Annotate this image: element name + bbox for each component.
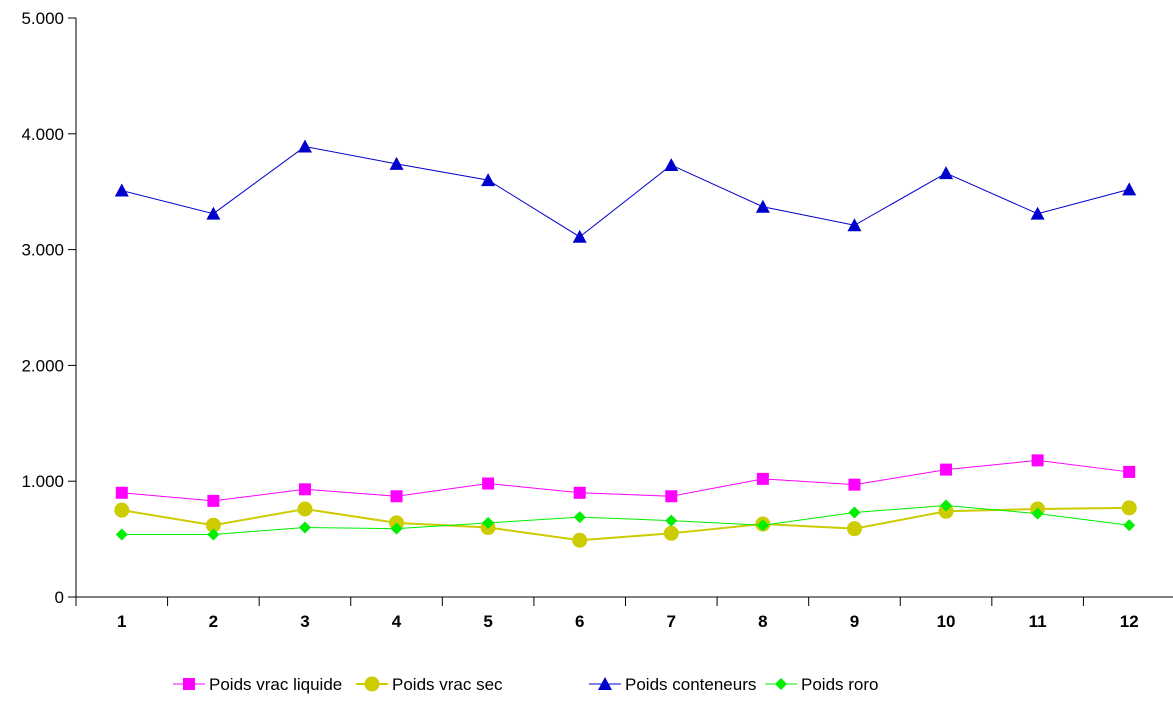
data-point: [1031, 507, 1044, 520]
x-tick-label: 12: [1120, 612, 1139, 631]
data-point: [846, 521, 862, 537]
legend: Poids vrac liquide Poids vrac sec Poids co…: [173, 675, 878, 694]
series-line: [121, 459, 1130, 502]
legend-label: Poids vrac sec: [392, 675, 503, 694]
x-tick-label: 4: [392, 612, 402, 631]
y-tick-label: 1.000: [21, 472, 64, 491]
legend-item: Poids vrac sec: [356, 675, 503, 694]
data-point: [573, 486, 586, 499]
data-point: [207, 528, 220, 541]
data-point: [482, 516, 495, 529]
x-tick-label: 7: [667, 612, 676, 631]
x-tick-label: 3: [300, 612, 309, 631]
data-point: [939, 166, 954, 180]
series-square: [115, 454, 1136, 507]
data-point: [115, 528, 128, 541]
data-point: [756, 472, 769, 485]
legend-marker: [364, 676, 380, 692]
data-point: [1121, 500, 1137, 516]
data-point: [205, 517, 221, 533]
legend-marker: [183, 678, 195, 690]
legend-marker: [775, 678, 787, 690]
legend-marker: [598, 677, 612, 690]
data-point: [298, 521, 311, 534]
data-point: [1030, 206, 1045, 220]
data-point: [298, 483, 311, 496]
x-tick-label: 6: [575, 612, 584, 631]
data-point: [1122, 182, 1137, 196]
series-diamond: [115, 499, 1136, 541]
y-tick-label: 2.000: [21, 356, 64, 375]
legend-label: Poids roro: [801, 675, 878, 694]
data-point: [940, 499, 953, 512]
data-point: [664, 158, 679, 172]
x-tick-label: 10: [937, 612, 956, 631]
data-point: [114, 502, 130, 518]
data-point: [297, 501, 313, 517]
data-point: [390, 490, 403, 503]
data-point: [847, 218, 862, 232]
data-point: [297, 139, 312, 153]
data-point: [115, 486, 128, 499]
data-point: [390, 522, 403, 535]
x-tick-label: 11: [1029, 612, 1047, 631]
data-point: [1031, 454, 1044, 467]
y-tick-label: 3.000: [21, 241, 64, 260]
data-point: [1123, 465, 1136, 478]
data-point: [665, 514, 678, 527]
y-tick-label: 5.000: [21, 9, 64, 28]
data-point: [848, 506, 861, 519]
legend-item: Poids roro: [765, 675, 878, 694]
data-point: [114, 183, 129, 197]
series-circle: [114, 500, 1137, 548]
legend-label: Poids conteneurs: [625, 675, 756, 694]
series-line: [121, 506, 1130, 542]
data-point: [572, 229, 587, 243]
y-tick-label: 4.000: [21, 125, 64, 144]
y-tick-label: 0: [55, 588, 64, 607]
legend-item: Poids vrac liquide: [173, 675, 342, 694]
data-point: [389, 156, 404, 170]
data-point: [848, 478, 861, 491]
x-tick-label: 5: [483, 612, 492, 631]
data-point: [573, 511, 586, 524]
x-tick-label: 8: [758, 612, 767, 631]
legend-label: Poids vrac liquide: [209, 675, 342, 694]
series-triangle: [114, 139, 1137, 243]
series-line: [121, 505, 1130, 535]
legend-item: Poids conteneurs: [589, 675, 756, 694]
series-layer: [114, 139, 1137, 548]
series-line: [121, 146, 1130, 238]
x-tick-label: 1: [117, 612, 126, 631]
data-point: [940, 463, 953, 476]
data-point: [206, 206, 221, 220]
x-tick-label: 2: [209, 612, 218, 631]
data-point: [572, 532, 588, 548]
data-point: [482, 477, 495, 490]
data-point: [207, 494, 220, 507]
data-point: [663, 525, 679, 541]
data-point: [1123, 519, 1136, 532]
data-point: [481, 173, 496, 187]
data-point: [755, 199, 770, 213]
x-tick-label: 9: [850, 612, 859, 631]
data-point: [756, 519, 769, 532]
data-point: [665, 490, 678, 503]
